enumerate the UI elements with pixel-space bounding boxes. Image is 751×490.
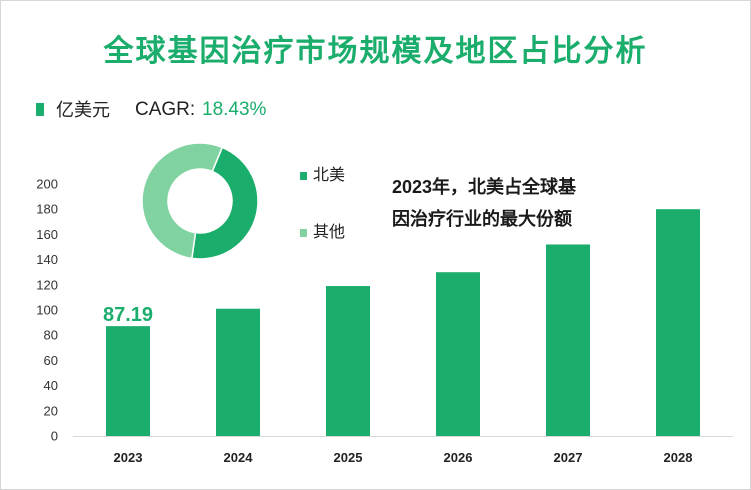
bar-2027 — [546, 244, 590, 436]
bar-2028 — [656, 209, 700, 436]
y-tick-label: 60 — [44, 353, 58, 368]
donut-legend-label-other: 其他 — [313, 224, 346, 241]
y-tick-label: 0 — [51, 429, 58, 444]
data-label: 87.19 — [103, 304, 153, 326]
bar-2026 — [436, 272, 480, 436]
bar-2025 — [326, 286, 370, 436]
bar-2024 — [216, 308, 260, 436]
annotation-line-2: 因治疗行业的最大份额 — [392, 209, 572, 229]
y-tick-label: 100 — [36, 303, 58, 318]
x-tick-label: 2028 — [664, 450, 693, 465]
chart-title: 全球基因治疗市场规模及地区占比分析 — [103, 35, 648, 68]
donut-legend-label-north-america: 北美 — [313, 167, 346, 184]
y-tick-label: 120 — [36, 277, 58, 292]
y-tick-label: 160 — [36, 227, 58, 242]
y-tick-label: 180 — [36, 202, 58, 217]
cagr-value: 18.43% — [202, 99, 267, 120]
donut-slice-1 — [141, 142, 224, 260]
donut-legend-swatch-north-america — [300, 172, 307, 180]
legend-swatch — [36, 103, 44, 116]
legend-series-label: 亿美元 — [56, 100, 110, 120]
y-tick-label: 80 — [44, 328, 58, 343]
bar-chart: 0 20 40 60 80 100 120 140 160 180 200 2023 2024 2025 2… — [36, 177, 733, 465]
donut-chart — [141, 142, 259, 260]
cagr-label: CAGR: — [135, 99, 196, 120]
x-tick-label: 2025 — [334, 450, 363, 465]
x-tick-label: 2026 — [444, 450, 473, 465]
y-tick-label: 140 — [36, 252, 58, 267]
x-tick-label: 2023 — [114, 450, 143, 465]
donut-legend-swatch-other — [300, 229, 307, 237]
y-tick-label: 20 — [44, 403, 58, 418]
y-tick-label: 40 — [44, 378, 58, 393]
annotation-line-1: 2023年，北美占全球基 — [392, 177, 577, 197]
bar-2023 — [106, 326, 150, 436]
donut-slice-0 — [190, 146, 259, 260]
annotation-text: 2023年，北美占全球基 因治疗行业的最大份额 — [392, 171, 576, 235]
y-tick-label: 200 — [36, 177, 58, 192]
x-tick-label: 2027 — [554, 450, 583, 465]
x-tick-label: 2024 — [224, 450, 254, 465]
